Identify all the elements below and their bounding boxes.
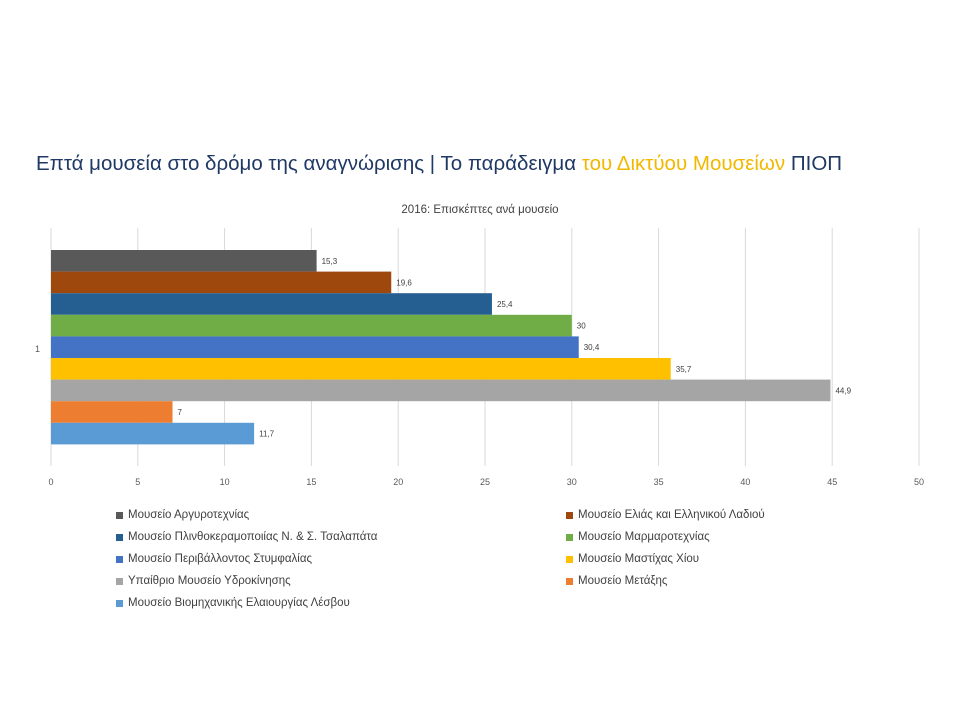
x-tick-label: 30 xyxy=(567,477,577,487)
legend-swatch xyxy=(566,555,573,563)
data-label: 30,4 xyxy=(584,343,600,352)
legend-swatch xyxy=(116,599,123,607)
legend-swatch xyxy=(566,577,573,585)
legend-item: Μουσείο Περιβάλλοντος Στυμφαλίας xyxy=(116,552,566,567)
x-tick-label: 25 xyxy=(480,477,490,487)
data-label: 19,6 xyxy=(396,278,412,287)
x-tick-label: 40 xyxy=(740,477,750,487)
legend-swatch xyxy=(566,511,573,519)
category-label: 1 xyxy=(35,344,40,354)
legend-label: Μουσείο Μαστίχας Χίου xyxy=(578,553,700,566)
data-label: 7 xyxy=(178,408,183,417)
legend-label: Μουσείο Αργυροτεχνίας xyxy=(128,509,250,522)
bar xyxy=(51,401,173,423)
legend-label: Μουσείο Ελιάς και Ελληνικού Λαδιού xyxy=(578,509,765,522)
slide-title-part2: ΠΙΟΠ xyxy=(785,152,843,175)
data-label: 11,7 xyxy=(259,430,275,439)
data-label: 30 xyxy=(577,322,586,331)
legend-item: Μουσείο Βιομηχανικής Ελαιουργίας Λέσβου xyxy=(116,596,566,611)
bar xyxy=(51,379,831,402)
legend-swatch xyxy=(116,511,123,519)
x-tick-label: 50 xyxy=(914,477,924,487)
x-tick-label: 15 xyxy=(306,477,316,487)
chart-legend: Μουσείο Αργυροτεχνίας Μουσείο Ελιάς και Ε… xyxy=(116,508,836,611)
legend-swatch xyxy=(116,533,123,541)
data-label: 25,4 xyxy=(497,300,513,309)
x-tick-label: 35 xyxy=(654,477,664,487)
bar xyxy=(51,250,317,272)
legend-label: Μουσείο Πλινθοκεραμοποιίας Ν. & Σ. Τσαλα… xyxy=(128,531,378,544)
legend-label: Υπαίθριο Μουσείο Υδροκίνησης xyxy=(128,575,291,588)
legend-item: Μουσείο Πλινθοκεραμοποιίας Ν. & Σ. Τσαλα… xyxy=(116,530,566,545)
x-tick-label: 5 xyxy=(135,477,140,487)
legend-swatch xyxy=(116,577,123,585)
x-tick-label: 0 xyxy=(48,477,53,487)
slide-title-part1: Επτά μουσεία στο δρόμο της αναγνώρισης |… xyxy=(36,152,582,175)
x-tick-label: 45 xyxy=(827,477,837,487)
data-label: 44,9 xyxy=(835,386,851,395)
legend-label: Μουσείο Βιομηχανικής Ελαιουργίας Λέσβου xyxy=(128,597,350,610)
bar xyxy=(51,422,255,445)
legend-item: Υπαίθριο Μουσείο Υδροκίνησης xyxy=(116,574,566,589)
legend-item: Μουσείο Μετάξης xyxy=(566,574,836,589)
slide-title: Επτά μουσεία στο δρόμο της αναγνώρισης |… xyxy=(36,152,842,176)
data-label: 35,7 xyxy=(676,365,692,374)
legend-swatch xyxy=(566,533,573,541)
chart-title: 2016: Επισκέπτες ανά μουσείο xyxy=(401,204,559,216)
x-tick-label: 10 xyxy=(220,477,230,487)
bar xyxy=(51,293,492,315)
legend-item: Μουσείο Ελιάς και Ελληνικού Λαδιού xyxy=(566,508,836,523)
slide-title-accent: του Δικτύου Μουσείων xyxy=(581,152,786,175)
bar xyxy=(51,271,392,294)
legend-item: Μουσείο Μαστίχας Χίου xyxy=(566,552,836,567)
bar xyxy=(51,314,572,337)
legend-item: Μουσείο Μαρμαροτεχνίας xyxy=(566,530,836,545)
bar xyxy=(51,336,579,358)
x-tick-label: 20 xyxy=(393,477,403,487)
legend-swatch xyxy=(116,555,123,563)
data-label: 15,3 xyxy=(322,257,338,266)
legend-label: Μουσείο Μετάξης xyxy=(578,575,668,588)
bar xyxy=(51,358,671,380)
legend-item: Μουσείο Αργυροτεχνίας xyxy=(116,508,566,523)
legend-label: Μουσείο Μαρμαροτεχνίας xyxy=(578,531,710,544)
legend-label: Μουσείο Περιβάλλοντος Στυμφαλίας xyxy=(128,553,313,566)
